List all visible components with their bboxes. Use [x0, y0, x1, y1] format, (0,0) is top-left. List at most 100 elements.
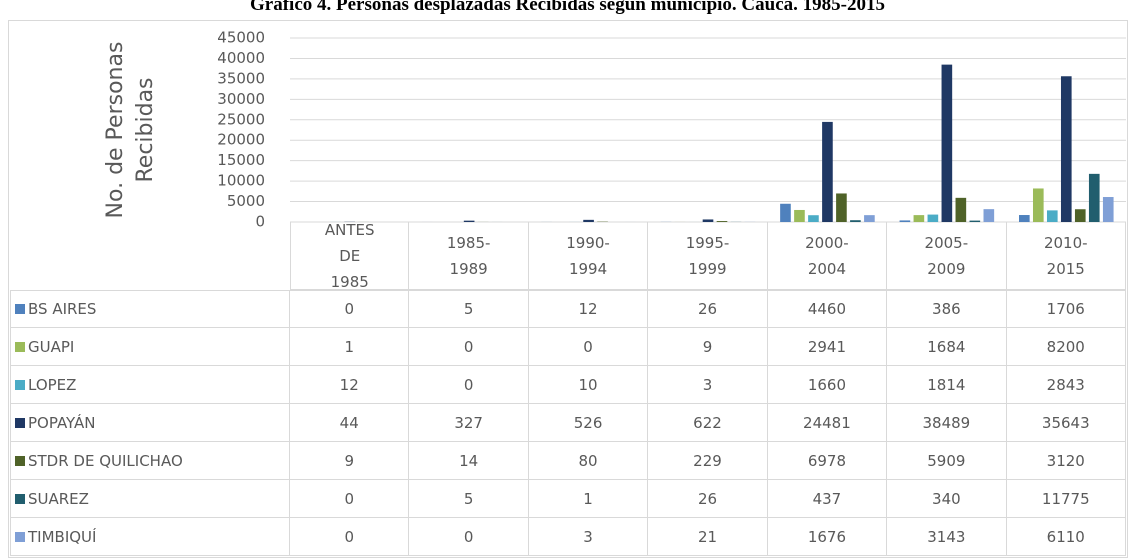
bar — [702, 219, 714, 222]
chart-title: Gráfico 4. Personas desplazadas Recibida… — [250, 0, 885, 15]
legend-entry: SUAREZ — [10, 480, 290, 518]
bar — [463, 220, 475, 222]
bar — [1088, 173, 1100, 222]
data-label: 24481 — [767, 404, 888, 442]
data-label: 1660 — [767, 366, 888, 404]
legend-swatch — [15, 455, 25, 466]
data-label: 9 — [648, 328, 768, 366]
data-label: 1 — [528, 480, 649, 518]
data-label: 12 — [528, 290, 649, 328]
y-tick-label: 10000 — [217, 172, 265, 190]
legend-swatch — [15, 379, 25, 390]
data-label: 35643 — [1006, 404, 1126, 442]
bar — [913, 215, 925, 222]
legend-label: LOPEZ — [28, 375, 77, 394]
legend-label: SUAREZ — [28, 489, 89, 508]
x-tick-label: 1990-1994 — [528, 222, 649, 290]
legend-entry: BS AIRES — [10, 290, 290, 328]
bar — [808, 215, 819, 222]
data-label: 386 — [887, 290, 1007, 328]
bar — [836, 193, 847, 222]
y-tick-label: 25000 — [217, 110, 265, 128]
legend-label: POPAYÁN — [28, 413, 96, 432]
y-tick-label: 5000 — [227, 192, 265, 210]
data-label: 0 — [290, 480, 410, 518]
data-label: 26 — [648, 290, 768, 328]
data-label: 5909 — [887, 442, 1007, 480]
data-label: 8200 — [1006, 328, 1126, 366]
bar — [716, 221, 728, 222]
x-tick-label: 2005-2009 — [887, 222, 1007, 290]
data-label: 0 — [409, 328, 529, 366]
bar — [1046, 210, 1058, 222]
x-tick-label: 1985-1989 — [409, 222, 529, 290]
bar — [983, 209, 995, 222]
data-label: 3120 — [1006, 442, 1126, 480]
bar — [850, 220, 861, 222]
data-label: 26 — [648, 480, 768, 518]
legend-swatch — [15, 341, 25, 352]
data-label: 10 — [528, 366, 649, 404]
data-label: 1 — [290, 328, 410, 366]
data-label: 12 — [290, 366, 410, 404]
bar — [864, 215, 875, 222]
data-label: 6110 — [1006, 518, 1126, 556]
data-label: 526 — [528, 404, 649, 442]
data-label: 4460 — [767, 290, 888, 328]
x-tick-label: 2000-2004 — [767, 222, 888, 290]
data-label: 11775 — [1006, 480, 1126, 518]
bar — [941, 64, 953, 222]
data-label: 1676 — [767, 518, 888, 556]
legend-entry: LOPEZ — [10, 366, 290, 404]
data-label: 340 — [887, 480, 1007, 518]
bar — [927, 214, 939, 222]
chart-frame — [8, 20, 1128, 558]
y-tick-label: 35000 — [217, 69, 265, 87]
legend-swatch — [15, 493, 25, 504]
bar — [822, 121, 833, 222]
bar — [1074, 209, 1086, 222]
legend-label: BS AIRES — [28, 300, 97, 318]
legend-entry: GUAPI — [10, 328, 290, 366]
data-label: 2843 — [1006, 366, 1126, 404]
data-label: 21 — [648, 518, 768, 556]
legend-label: GUAPI — [28, 337, 75, 356]
data-label: 0 — [409, 518, 529, 556]
y-tick-label: 45000 — [217, 29, 265, 47]
bar — [1018, 215, 1030, 222]
data-label: 9 — [290, 442, 410, 480]
x-tick-label: ANTES DE 1985 — [290, 221, 410, 291]
data-label: 622 — [648, 404, 768, 442]
data-label: 14 — [409, 442, 529, 480]
y-tick-label: 20000 — [217, 131, 265, 149]
bar — [899, 220, 911, 222]
bar — [583, 219, 594, 222]
data-label: 1684 — [887, 328, 1007, 366]
legend-swatch — [15, 304, 25, 314]
legend-entry: TIMBIQUÍ — [10, 518, 290, 556]
data-label: 1706 — [1006, 290, 1126, 328]
bar — [1060, 76, 1072, 222]
data-label: 3 — [648, 366, 768, 404]
bar — [1102, 197, 1114, 222]
data-label: 229 — [648, 442, 768, 480]
data-label: 0 — [409, 366, 529, 404]
data-label: 2941 — [767, 328, 888, 366]
data-label: 80 — [528, 442, 649, 480]
legend-swatch — [15, 531, 25, 542]
y-tick-label: 30000 — [217, 90, 265, 108]
legend-swatch — [15, 417, 25, 428]
bar — [780, 203, 791, 222]
data-label: 5 — [409, 480, 529, 518]
bar — [969, 220, 981, 222]
legend-label: STDR DE QUILICHAO — [28, 451, 183, 470]
x-tick-label: 2010-2015 — [1006, 222, 1126, 290]
data-label: 0 — [290, 290, 410, 328]
data-label: 5 — [409, 290, 529, 328]
data-label: 1814 — [887, 366, 1007, 404]
bar — [794, 209, 805, 222]
bar — [1032, 188, 1044, 222]
data-label: 437 — [767, 480, 888, 518]
x-tick-label: 1995-1999 — [648, 222, 768, 290]
